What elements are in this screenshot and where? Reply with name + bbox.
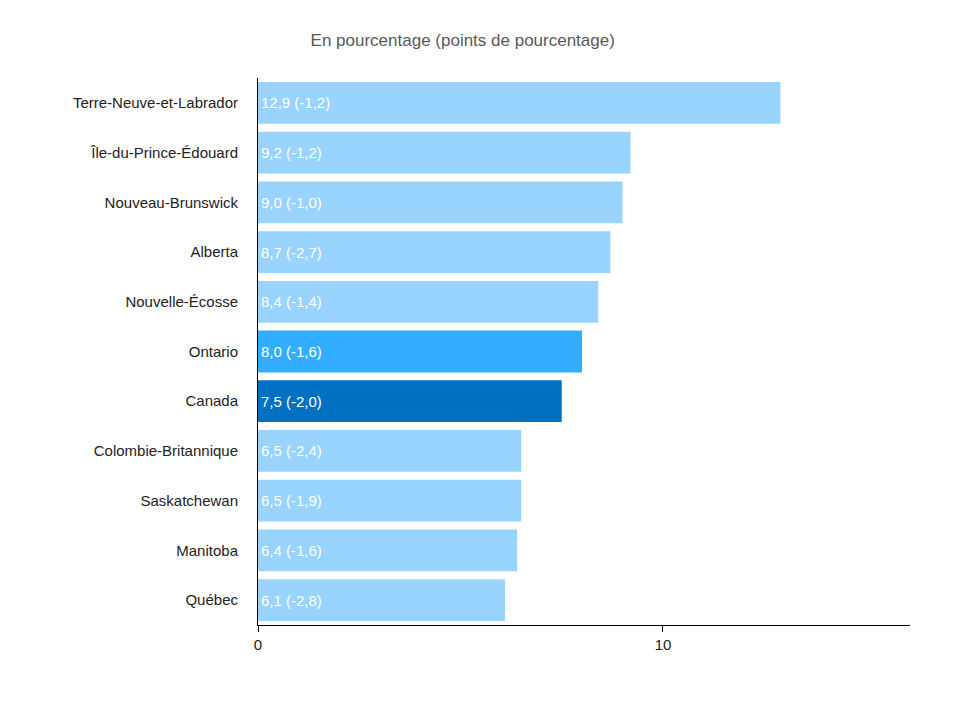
svg-text:Nouvelle-Écosse: Nouvelle-Écosse <box>125 293 238 310</box>
svg-text:8,4 (-1,4): 8,4 (-1,4) <box>261 293 322 310</box>
svg-text:10: 10 <box>655 636 672 653</box>
svg-text:Manitoba: Manitoba <box>176 542 238 559</box>
svg-text:Ontario: Ontario <box>189 343 238 360</box>
svg-text:6,5 (-1,9): 6,5 (-1,9) <box>261 492 322 509</box>
svg-text:Alberta: Alberta <box>190 243 238 260</box>
svg-text:9,2 (-1,2): 9,2 (-1,2) <box>261 144 322 161</box>
svg-text:Terre-Neuve-et-Labrador: Terre-Neuve-et-Labrador <box>73 94 238 111</box>
svg-text:8,0 (-1,6): 8,0 (-1,6) <box>261 343 322 360</box>
svg-text:6,1 (-2,8): 6,1 (-2,8) <box>261 592 322 609</box>
svg-text:6,5 (-2,4): 6,5 (-2,4) <box>261 442 322 459</box>
svg-text:Canada: Canada <box>185 392 238 409</box>
svg-text:7,5 (-2,0): 7,5 (-2,0) <box>261 393 322 410</box>
svg-text:12,9 (-1,2): 12,9 (-1,2) <box>261 94 330 111</box>
svg-text:9,0 (-1,0): 9,0 (-1,0) <box>261 194 322 211</box>
svg-text:8,7 (-2,7): 8,7 (-2,7) <box>261 244 322 261</box>
svg-text:Saskatchewan: Saskatchewan <box>140 492 238 509</box>
svg-text:Île-du-Prince-Édouard: Île-du-Prince-Édouard <box>90 144 238 161</box>
svg-text:0: 0 <box>254 636 262 653</box>
svg-text:6,4 (-1,6): 6,4 (-1,6) <box>261 542 322 559</box>
svg-text:Nouveau-Brunswick: Nouveau-Brunswick <box>105 194 239 211</box>
svg-text:Colombie-Britannique: Colombie-Britannique <box>94 442 238 459</box>
svg-text:Québec: Québec <box>185 591 238 608</box>
svg-text:En pourcentage (points de pour: En pourcentage (points de pourcentage) <box>311 31 615 50</box>
